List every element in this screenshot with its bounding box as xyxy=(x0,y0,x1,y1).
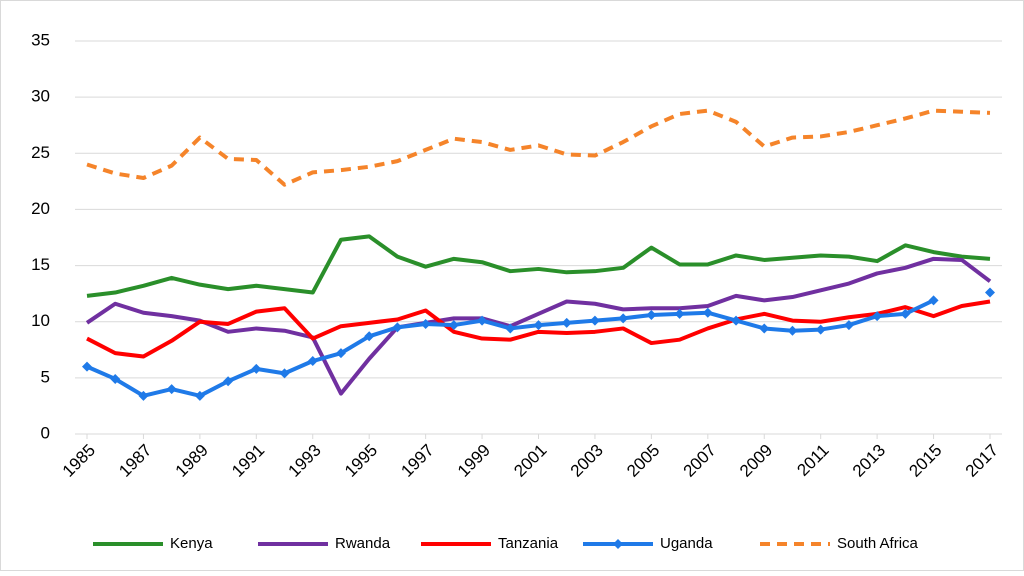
y-tick-label: 25 xyxy=(31,143,50,162)
series-marker xyxy=(561,317,572,328)
legend-label: South Africa xyxy=(837,535,919,552)
series-marker xyxy=(364,331,375,342)
series-line xyxy=(86,299,991,359)
series-marker xyxy=(759,323,770,334)
series-marker xyxy=(335,348,346,359)
series-marker xyxy=(279,368,290,379)
legend-label: Uganda xyxy=(660,535,713,552)
series-marker xyxy=(900,308,911,319)
series-marker xyxy=(985,287,995,298)
legend-label: Kenya xyxy=(170,535,213,552)
legend-label: Tanzania xyxy=(498,535,559,552)
series-marker xyxy=(815,324,826,335)
legend-marker xyxy=(613,539,623,549)
series-marker xyxy=(82,361,92,372)
series-marker xyxy=(731,315,742,326)
series-marker xyxy=(166,384,177,395)
series-marker xyxy=(533,320,544,331)
series-marker xyxy=(702,307,713,318)
legend-label: Rwanda xyxy=(335,535,391,552)
series-marker xyxy=(194,390,205,401)
series-marker xyxy=(872,311,883,322)
series-marker xyxy=(223,376,234,387)
series-marker xyxy=(307,356,318,367)
series-marker xyxy=(618,313,629,324)
y-tick-label: 20 xyxy=(31,199,50,218)
series-marker xyxy=(787,325,798,336)
series-line xyxy=(86,108,991,187)
series-marker xyxy=(505,323,516,334)
series-marker xyxy=(589,315,600,326)
series-marker xyxy=(392,322,403,333)
series-line xyxy=(86,234,991,298)
series-marker xyxy=(646,309,657,320)
y-tick-label: 15 xyxy=(31,255,50,274)
series-line xyxy=(85,256,992,396)
y-tick-label: 10 xyxy=(31,311,50,330)
series-marker xyxy=(674,308,685,319)
series-marker xyxy=(448,320,459,331)
y-tick-label: 5 xyxy=(41,367,50,386)
series-marker xyxy=(138,390,149,401)
y-tick-label: 35 xyxy=(31,30,50,49)
series-marker xyxy=(928,295,939,306)
series-marker xyxy=(110,373,121,384)
series-marker xyxy=(477,315,488,326)
y-tick-label: 0 xyxy=(41,423,50,442)
series-marker xyxy=(251,363,262,374)
series-marker xyxy=(843,320,854,331)
y-tick-label: 30 xyxy=(31,87,50,106)
series-marker xyxy=(420,318,431,329)
